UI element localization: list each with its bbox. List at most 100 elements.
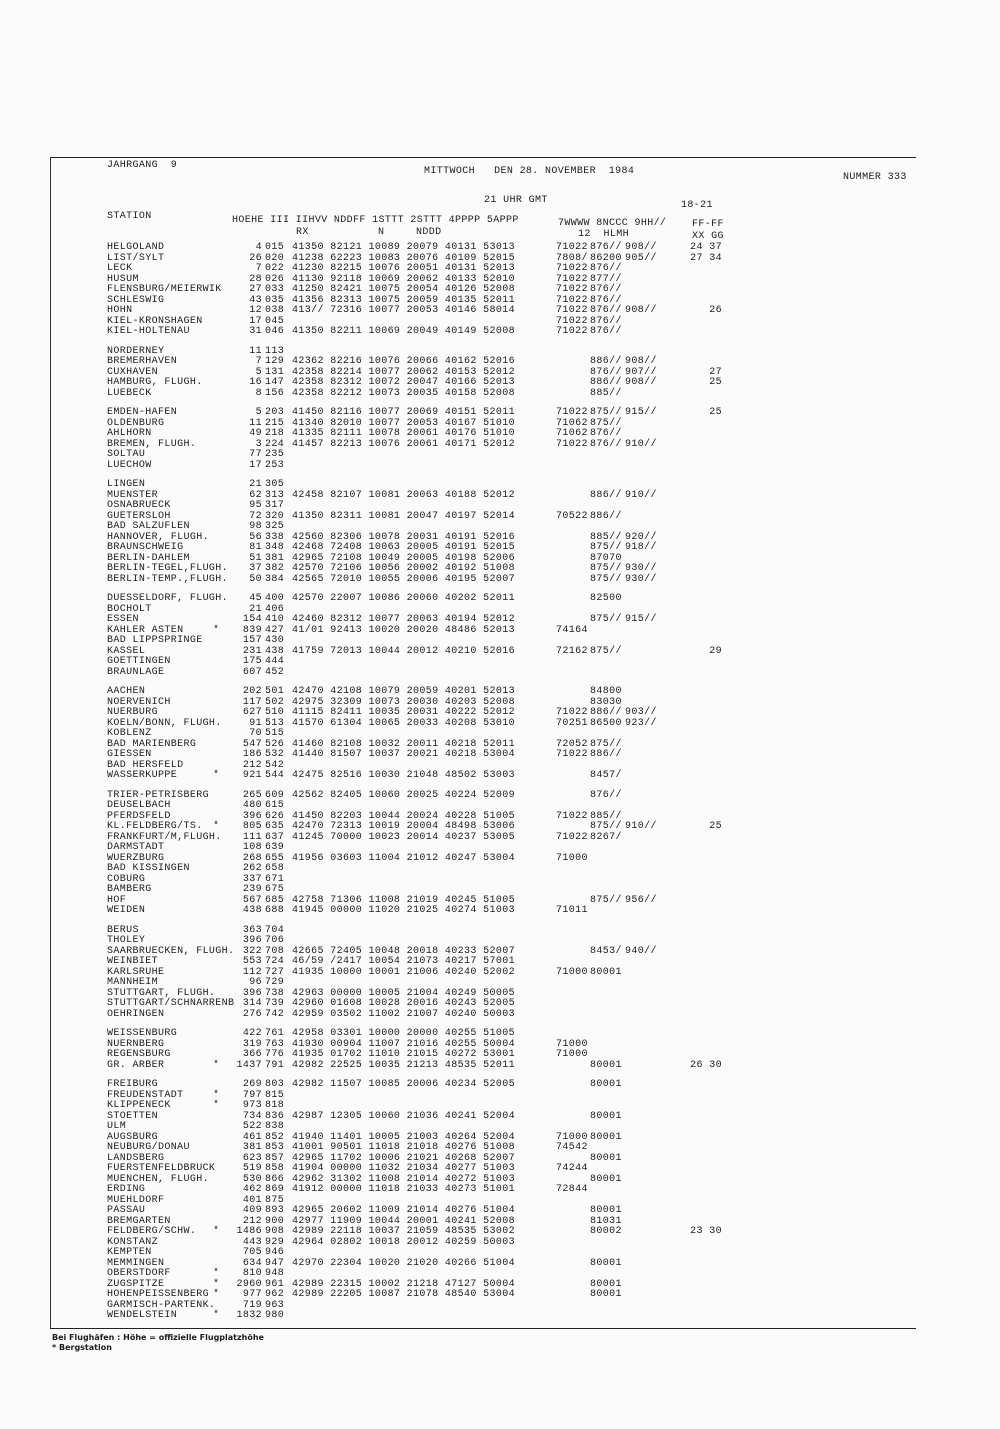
table-row: MANNHEIM 96 729 bbox=[0, 978, 1000, 989]
supplementary-subheader: 12 HLMH bbox=[578, 229, 629, 240]
station-height: 98 bbox=[249, 521, 262, 532]
group-9-extra: 908// bbox=[625, 305, 657, 316]
station-index: 147 bbox=[265, 377, 285, 388]
group-9-extra: 910// bbox=[625, 489, 657, 501]
station-name: NOERVENICH bbox=[107, 696, 171, 708]
station-index: 452 bbox=[265, 666, 285, 678]
group-7-weather: 71022 bbox=[556, 326, 588, 337]
table-row: FREUDENSTADT * 797 815 bbox=[0, 1090, 1000, 1102]
station-height: 1832 bbox=[236, 1310, 262, 1321]
station-height: 157 bbox=[242, 635, 262, 646]
station-height: 480 bbox=[242, 800, 262, 811]
group-9-extra: 910// bbox=[625, 438, 657, 450]
mountain-station-marker: * bbox=[213, 821, 220, 832]
group-9-extra: 956// bbox=[625, 894, 657, 906]
observation-groups: 42965 11702 10006 21021 40268 52007 bbox=[292, 1152, 515, 1164]
station-index: 038 bbox=[265, 305, 285, 316]
table-row: CUXHAVEN 5 131 42358 82214 10077 20062 4015… bbox=[0, 366, 1000, 379]
table-row: DEUSELBACH 480 615 bbox=[0, 801, 1000, 812]
station-index: 020 bbox=[265, 252, 285, 264]
station-name: PASSAU bbox=[107, 1205, 146, 1216]
group-7-weather: 71022 bbox=[556, 294, 588, 306]
group-9-extra: 908// bbox=[625, 377, 657, 388]
observation-groups: 41230 82215 10076 20051 40131 52013 bbox=[292, 263, 515, 274]
observation-groups: 42989 22205 10087 21078 48540 53004 bbox=[292, 1289, 515, 1300]
gust-values: 25 bbox=[709, 377, 722, 388]
group-7-weather: 71011 bbox=[556, 905, 588, 916]
group-8-clouds: 86200 bbox=[590, 252, 622, 264]
station-name: STUTTGART/SCHNARRENB bbox=[107, 998, 235, 1009]
gust-values: 24 37 bbox=[690, 242, 722, 253]
table-row: SOLTAU 77 235 bbox=[0, 450, 1000, 461]
table-row: HOHN 12 038 413// 72316 10077 20053 40146 5… bbox=[0, 306, 1000, 317]
group-8-clouds: 80002 bbox=[590, 1226, 622, 1237]
station-index: 671 bbox=[265, 873, 285, 885]
table-row: NOERVENICH 117 502 42975 32309 10073 20030 … bbox=[0, 696, 1000, 709]
station-height: 366 bbox=[242, 1049, 262, 1060]
group-8-clouds: 877// bbox=[590, 273, 622, 285]
station-height: 21 bbox=[249, 603, 262, 615]
observation-groups: 42975 32309 10073 20030 40203 52008 bbox=[292, 696, 515, 708]
station-name: ERDING bbox=[107, 1184, 146, 1195]
station-index: 203 bbox=[265, 407, 285, 418]
station-index: 131 bbox=[265, 366, 285, 378]
group-7-weather: 71000 bbox=[556, 1038, 588, 1050]
station-index: 026 bbox=[265, 273, 285, 285]
group-9-extra: 940// bbox=[625, 945, 657, 957]
station-name: PFERDSFELD bbox=[107, 810, 171, 822]
station-index: 818 bbox=[265, 1100, 285, 1111]
station-height: 705 bbox=[242, 1247, 262, 1258]
group-9-extra: 903// bbox=[625, 707, 657, 718]
table-row: KOELN/BONN, FLUGH. 91 513 41570 61304 10065… bbox=[0, 718, 1000, 730]
observation-groups: 41350 82211 10069 20049 40149 52008 bbox=[292, 326, 515, 337]
observation-groups: 42758 71306 11008 21019 40245 51005 bbox=[292, 894, 515, 906]
station-index: 033 bbox=[265, 284, 285, 295]
station-height: 72 bbox=[249, 510, 262, 522]
observation-groups: 42982 11507 10085 20006 40234 52005 bbox=[292, 1079, 515, 1090]
mountain-station-marker: * bbox=[213, 1100, 220, 1111]
station-height: 973 bbox=[242, 1100, 262, 1111]
station-name: MUENSTER bbox=[107, 489, 158, 501]
station-height: 322 bbox=[242, 945, 262, 957]
table-row: THOLEY 396 706 bbox=[0, 936, 1000, 947]
station-index: 908 bbox=[265, 1226, 285, 1237]
table-row: SAARBRUECKEN, FLUGH. 322 708 42665 72405 10… bbox=[0, 945, 1000, 958]
station-name: LECK bbox=[107, 263, 133, 274]
group-8-clouds: 886// bbox=[590, 510, 622, 522]
observation-groups: 42965 72108 10049 20005 40198 52006 bbox=[292, 552, 515, 564]
group-7-weather: 71000 bbox=[556, 1131, 588, 1143]
station-name: GOETTINGEN bbox=[107, 656, 171, 667]
observation-groups: 42970 22304 10020 21020 40266 51004 bbox=[292, 1257, 515, 1269]
station-index: 501 bbox=[265, 686, 285, 697]
station-index: 253 bbox=[265, 459, 285, 471]
station-index: 035 bbox=[265, 294, 285, 306]
mountain-station-marker: * bbox=[213, 1278, 220, 1290]
station-height: 70 bbox=[249, 728, 262, 739]
station-index: 875 bbox=[265, 1194, 285, 1206]
group-7-weather: 71062 bbox=[556, 428, 588, 439]
station-height: 112 bbox=[242, 966, 262, 978]
group-9-extra: 918// bbox=[625, 542, 657, 553]
group-8-clouds: 885// bbox=[590, 387, 622, 399]
station-index: 444 bbox=[265, 656, 285, 667]
observation-groups: 41238 62223 10083 20076 40109 52015 bbox=[292, 252, 515, 264]
station-index: 947 bbox=[265, 1257, 285, 1269]
group-8-clouds: 875// bbox=[590, 645, 622, 657]
group-8-clouds: 80001 bbox=[590, 1278, 622, 1290]
group-7-weather: 72052 bbox=[556, 738, 588, 750]
station-name: BAD KISSINGEN bbox=[107, 863, 190, 874]
table-row: GUETERSLOH 72 320 41350 82311 10081 20047 4… bbox=[0, 510, 1000, 523]
table-row: MEMMINGEN 634 947 42970 22304 10020 21020 4… bbox=[0, 1257, 1000, 1270]
observation-groups: 41904 00000 11032 21034 40277 51003 bbox=[292, 1163, 515, 1174]
station-name: REGENSBURG bbox=[107, 1049, 171, 1060]
station-name: STUTTGART, FLUGH. bbox=[107, 987, 216, 999]
station-height: 17 bbox=[249, 315, 262, 327]
station-index: 739 bbox=[265, 998, 285, 1009]
station-name: KIEL-KRONSHAGEN bbox=[107, 315, 203, 327]
observation-groups: 41356 82313 10075 20059 40135 52011 bbox=[292, 294, 515, 306]
station-index: 015 bbox=[265, 242, 285, 253]
observation-groups: 41940 11401 10005 21003 40264 52004 bbox=[292, 1131, 515, 1143]
frame-top-rule bbox=[50, 157, 916, 158]
group-8-clouds: 875// bbox=[590, 407, 622, 418]
station-height: 212 bbox=[242, 759, 262, 771]
